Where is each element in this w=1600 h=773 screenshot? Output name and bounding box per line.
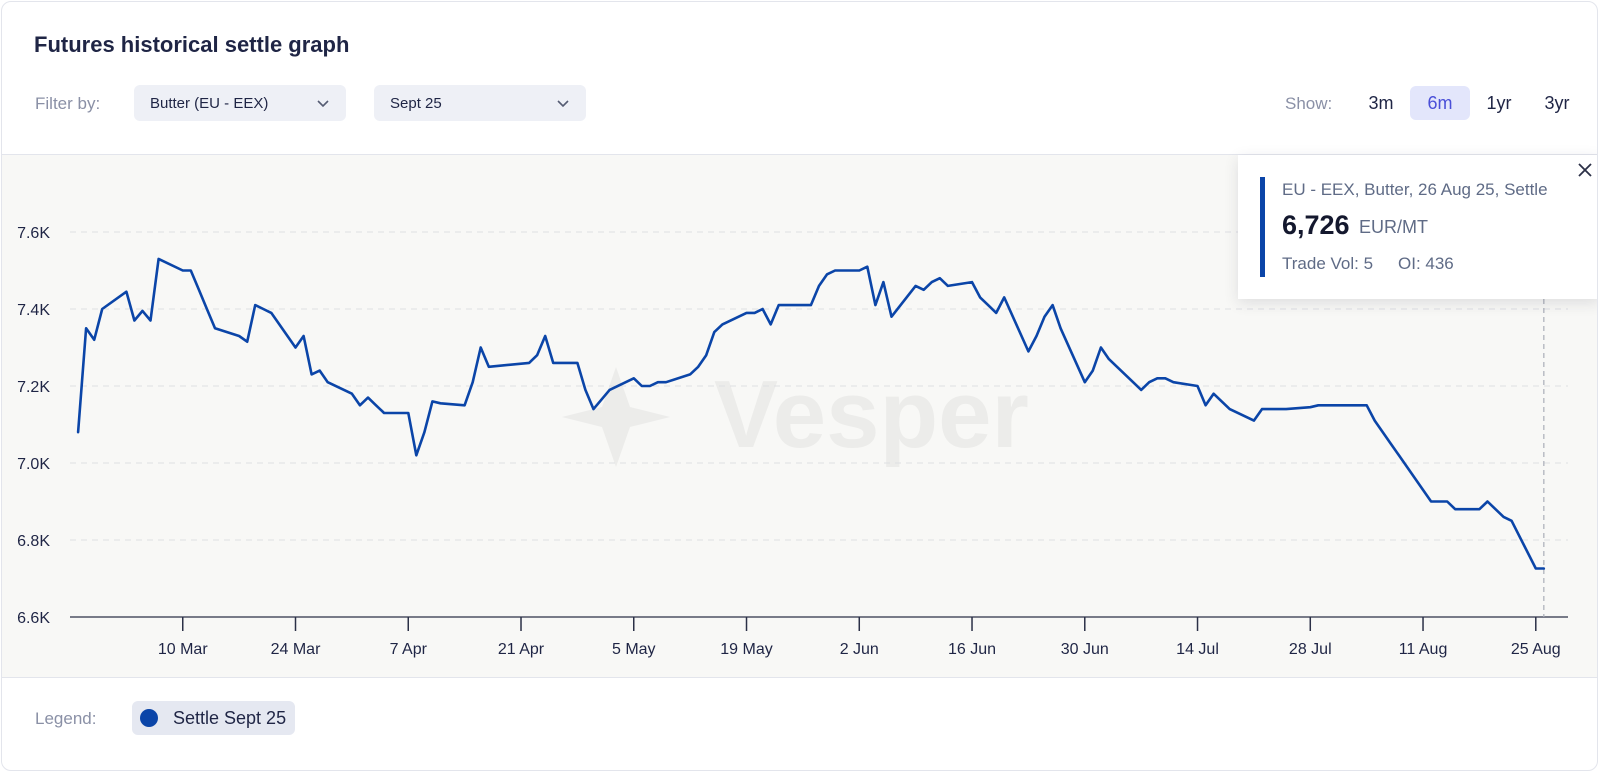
x-tick-label: 25 Aug [1511,641,1561,658]
series-line[interactable] [76,257,1546,570]
tooltip-color-bar [1260,177,1265,277]
contract-dropdown-value: Sept 25 [390,94,442,112]
chevron-down-icon [317,100,329,108]
tooltip-heading: EU - EEX, Butter, 26 Aug 25, Settle [1282,180,1548,199]
x-tick-label: 21 Apr [498,641,545,658]
filter-label: Filter by: [35,94,101,113]
y-tick-label: 7.4K [17,302,50,319]
x-tick-label: 10 Mar [158,641,208,658]
x-tick-label: 5 May [612,641,656,658]
range-3m-button[interactable]: 3m [1368,92,1394,113]
x-tick-label: 28 Jul [1289,641,1332,658]
watermark: Vesper [562,361,1029,468]
y-tick-label: 6.6K [17,610,50,627]
y-tick-label: 7.2K [17,379,50,396]
contract-dropdown[interactable]: Sept 25 [374,85,586,121]
tooltip-value: 6,726 [1282,210,1350,240]
show-label: Show: [1285,94,1333,113]
legend-label: Legend: [35,709,97,728]
y-tick-label: 7.0K [17,456,50,473]
legend-item[interactable]: Settle Sept 25 [132,701,295,735]
legend-dot [140,709,158,727]
x-tick-label: 2 Jun [840,641,879,658]
legend-item-label: Settle Sept 25 [173,707,287,728]
y-tick-label: 6.8K [17,533,50,550]
y-tick-label: 7.6K [17,225,50,242]
range-1yr-button[interactable]: 1yr [1486,92,1512,113]
page-title: Futures historical settle graph [34,32,350,57]
product-dropdown-value: Butter (EU - EEX) [150,94,269,112]
watermark-text: Vesper [714,361,1029,468]
x-tick-label: 30 Jun [1061,641,1109,658]
tooltip-panel: EU - EEX, Butter, 26 Aug 25, Settle 6,72… [1238,155,1597,299]
tooltip-unit: EUR/MT [1359,217,1428,237]
range-3yr-button[interactable]: 3yr [1544,92,1570,113]
x-tick-label: 11 Aug [1399,641,1448,658]
tooltip-oi: OI: 436 [1398,254,1454,273]
product-dropdown[interactable]: Butter (EU - EEX) [134,85,346,121]
x-tick-label: 19 May [720,641,772,658]
x-tick-label: 7 Apr [390,641,428,658]
chevron-down-icon [557,100,569,108]
range-6m-button[interactable]: 6m [1410,86,1470,120]
x-tick-label: 24 Mar [271,641,321,658]
x-tick-label: 14 Jul [1176,641,1219,658]
close-icon[interactable] [1578,163,1592,177]
tooltip-trade-vol: Trade Vol: 5 [1282,254,1374,273]
x-tick-label: 16 Jun [948,641,996,658]
